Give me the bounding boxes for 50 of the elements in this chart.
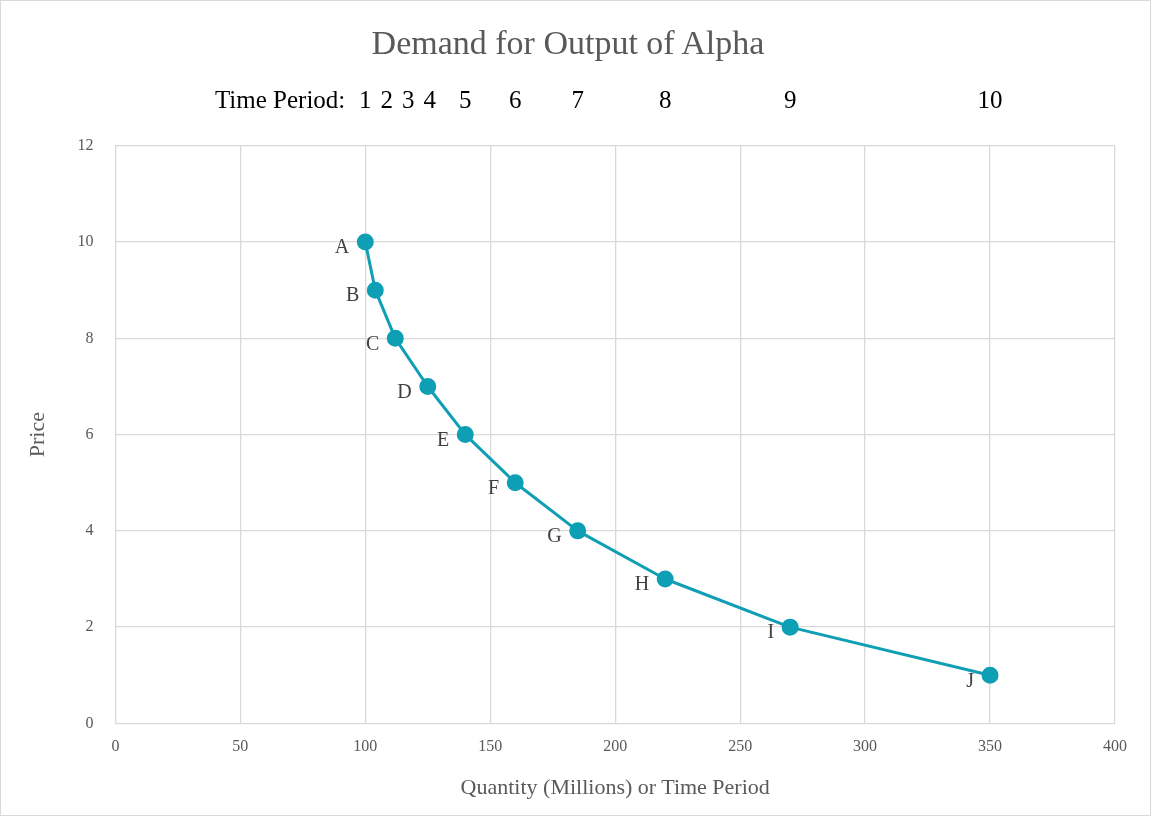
annotation: H xyxy=(634,572,650,595)
text: 6 xyxy=(508,86,522,114)
text: 1 xyxy=(359,86,372,114)
x-axis-title: Quantity (Millions) or Time Period xyxy=(460,773,770,799)
y-axis-title: Price xyxy=(23,412,49,458)
point xyxy=(386,329,404,347)
annotation: B xyxy=(345,283,360,306)
y-tick-label: 6 xyxy=(85,424,94,442)
x-tick-label: 0 xyxy=(111,737,120,755)
annotation: F xyxy=(488,475,500,498)
annotation: A xyxy=(334,235,350,258)
point xyxy=(656,570,674,588)
x-tick-label: 200 xyxy=(603,737,628,755)
y-tick-label: 4 xyxy=(85,521,94,539)
point xyxy=(456,426,474,444)
chart-title: Demand for Output of Alpha xyxy=(371,24,765,62)
y-tick-label: 10 xyxy=(77,232,94,250)
text: 8 xyxy=(658,86,672,114)
point xyxy=(981,666,999,684)
x-tick-label: 400 xyxy=(1103,737,1127,755)
text: 4 xyxy=(423,86,437,114)
text: 10 xyxy=(977,86,1003,114)
text: 9 xyxy=(783,86,797,114)
annotation: J xyxy=(966,668,975,691)
x-tick-label: 250 xyxy=(728,737,753,755)
point xyxy=(356,233,374,251)
y-tick-label: 8 xyxy=(85,328,94,346)
text: 2 xyxy=(380,86,394,114)
point xyxy=(366,281,384,299)
text: 7 xyxy=(571,86,584,114)
annotation: E xyxy=(437,427,450,450)
annotation: C xyxy=(365,331,380,354)
text: 5 xyxy=(459,86,472,114)
x-tick-label: 150 xyxy=(478,737,503,755)
annotation: D xyxy=(397,379,412,402)
text: 3 xyxy=(402,86,415,114)
x-tick-label: 350 xyxy=(978,737,1003,755)
point xyxy=(781,618,799,636)
text: Time Period: xyxy=(214,86,346,114)
point xyxy=(506,474,524,492)
y-tick-label: 2 xyxy=(85,617,94,635)
point xyxy=(569,522,587,540)
x-tick-label: 100 xyxy=(353,737,378,755)
y-tick-label: 12 xyxy=(77,136,94,153)
x-tick-label: 50 xyxy=(232,737,249,755)
annotation: I xyxy=(767,620,775,643)
point xyxy=(419,377,437,395)
x-tick-label: 300 xyxy=(853,737,878,755)
y-tick-label: 0 xyxy=(85,713,94,731)
annotation: G xyxy=(547,524,562,547)
